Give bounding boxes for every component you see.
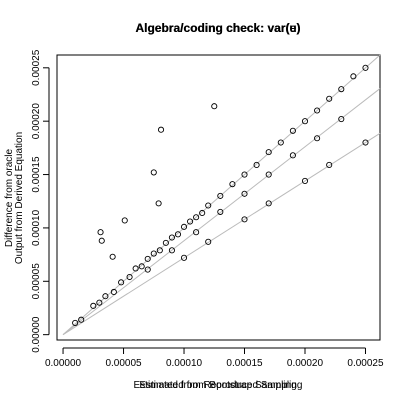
- point: [265, 149, 272, 156]
- point: [187, 218, 194, 225]
- x-tick-label: 0.00015: [226, 358, 263, 369]
- point: [102, 293, 109, 300]
- point: [350, 73, 357, 80]
- point: [109, 253, 116, 260]
- point: [150, 250, 157, 257]
- point: [314, 107, 321, 114]
- y-tick-label: 0.00020: [31, 103, 42, 140]
- point: [121, 217, 128, 224]
- y-axis-label: Output from Derived Equation: [14, 132, 25, 264]
- point: [157, 126, 165, 133]
- point: [301, 177, 309, 185]
- point: [132, 265, 139, 272]
- point: [265, 200, 272, 207]
- point: [97, 229, 104, 236]
- x-axis-label: Estimated from Bootstrap Sampling: [139, 380, 296, 391]
- y-tick-label: 0.00005: [31, 263, 42, 300]
- x-tick-label: 0.00010: [166, 358, 203, 369]
- reference-line: [62, 132, 381, 336]
- point: [155, 200, 162, 207]
- x-axis-label: Estimated from Reproduced Sampling: [134, 380, 303, 391]
- y-tick-label: 0.00025: [31, 49, 42, 86]
- point: [289, 127, 296, 134]
- point: [253, 161, 260, 168]
- point: [205, 238, 212, 245]
- point: [277, 139, 284, 146]
- point: [229, 181, 236, 188]
- chart-title: Algebra/coding check: var(u): [135, 21, 300, 35]
- point: [110, 288, 117, 296]
- point: [241, 216, 248, 223]
- point: [168, 247, 175, 254]
- point: [193, 229, 200, 236]
- point: [156, 247, 163, 254]
- point: [205, 202, 212, 209]
- point: [174, 231, 182, 238]
- y-axis-label: Difference from oracle: [4, 148, 15, 247]
- reference-line: [62, 54, 381, 336]
- plot-frame: [56, 54, 381, 341]
- point: [150, 169, 157, 176]
- point: [78, 316, 85, 323]
- point: [362, 139, 369, 146]
- point: [338, 86, 345, 93]
- point: [180, 223, 188, 230]
- point: [72, 319, 79, 326]
- point: [98, 237, 105, 244]
- point: [90, 302, 97, 309]
- point: [217, 208, 224, 215]
- point: [211, 103, 218, 110]
- point: [217, 192, 224, 199]
- chart-title: Algebra/coding check: var(e): [136, 21, 301, 35]
- x-tick-label: 0.00005: [105, 358, 142, 369]
- point: [168, 234, 175, 241]
- point: [289, 152, 296, 159]
- x-tick-label: 0.00025: [347, 358, 384, 369]
- point: [96, 299, 103, 306]
- point: [199, 209, 206, 217]
- point: [241, 171, 248, 178]
- point: [193, 214, 200, 221]
- point: [326, 161, 333, 168]
- point: [362, 64, 369, 71]
- x-tick-label: 0.00020: [287, 358, 324, 369]
- point: [338, 115, 345, 123]
- x-tick-label: 0.00000: [45, 358, 82, 369]
- point: [144, 266, 151, 273]
- point: [301, 118, 309, 125]
- point: [126, 273, 133, 281]
- y-tick-label: 0.00010: [31, 209, 42, 246]
- reference-line: [62, 88, 381, 336]
- point: [162, 239, 169, 246]
- point: [326, 95, 333, 102]
- point: [118, 279, 125, 286]
- point: [144, 255, 151, 262]
- point: [138, 263, 145, 270]
- point: [241, 190, 248, 197]
- point: [265, 171, 272, 178]
- y-tick-label: 0.00015: [31, 156, 42, 193]
- point: [314, 135, 321, 142]
- y-tick-label: 0.00000: [31, 316, 42, 353]
- point: [180, 254, 188, 261]
